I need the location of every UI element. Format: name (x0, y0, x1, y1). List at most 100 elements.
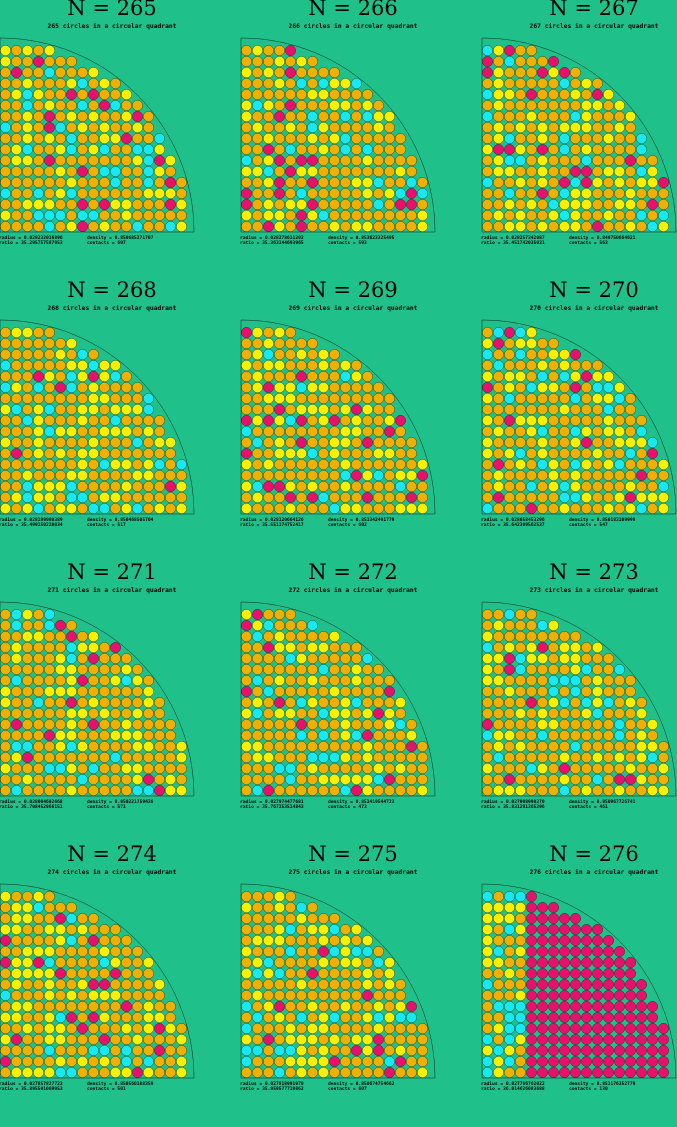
packed-disk (581, 144, 592, 155)
packed-disk (548, 188, 559, 199)
packed-disk (581, 78, 592, 89)
quadrant-figure (481, 37, 677, 233)
packed-disk (252, 957, 263, 968)
packed-disk (99, 763, 110, 774)
packed-disk (99, 774, 110, 785)
packed-disk (55, 459, 66, 470)
packed-disk (526, 67, 537, 78)
packed-disk (252, 774, 263, 785)
packed-disk (33, 382, 44, 393)
packed-disk (121, 968, 132, 979)
packed-disk (44, 1023, 55, 1034)
packed-disk (0, 891, 11, 902)
packed-disk (33, 327, 44, 338)
packed-disk (482, 1023, 493, 1034)
packed-disk (329, 752, 340, 763)
packed-disk (515, 177, 526, 188)
packed-disk (274, 199, 285, 210)
packed-disk (11, 913, 22, 924)
packed-disk (176, 199, 187, 210)
packed-disk (77, 155, 88, 166)
packed-disk (252, 188, 263, 199)
packed-disk (362, 653, 373, 664)
packed-disk (154, 459, 165, 470)
packed-disk (493, 935, 504, 946)
packed-disk (154, 437, 165, 448)
packed-disk (614, 393, 625, 404)
packed-disk (55, 349, 66, 360)
packed-disk (504, 763, 515, 774)
packed-disk (274, 459, 285, 470)
packed-disk (154, 1045, 165, 1056)
packed-disk (625, 979, 636, 990)
packed-disk (373, 393, 384, 404)
packed-disk (154, 415, 165, 426)
packed-disk (417, 221, 428, 232)
packed-disk (0, 774, 11, 785)
packed-disk (66, 1045, 77, 1056)
packed-disk (22, 979, 33, 990)
packed-disk (373, 979, 384, 990)
packed-disk (110, 393, 121, 404)
packed-disk (351, 492, 362, 503)
packed-disk (526, 45, 537, 56)
packed-disk (625, 481, 636, 492)
packed-disk (307, 620, 318, 631)
packed-disk (274, 481, 285, 492)
packed-disk (77, 1023, 88, 1034)
packed-disk (274, 360, 285, 371)
packed-disk (263, 631, 274, 642)
packed-disk (504, 891, 515, 902)
packed-disk (44, 708, 55, 719)
quadrant-figure (240, 883, 436, 1079)
packed-disk (373, 415, 384, 426)
packed-disk (329, 111, 340, 122)
packed-disk (417, 188, 428, 199)
ratio-value: ratio = 35.708452966151 (0, 805, 63, 811)
packed-disk (614, 210, 625, 221)
packed-disk (110, 957, 121, 968)
packed-disk (88, 404, 99, 415)
packed-disk (493, 968, 504, 979)
packed-disk (592, 979, 603, 990)
packed-disk (351, 100, 362, 111)
packed-disk (351, 1012, 362, 1023)
packed-disk (482, 957, 493, 968)
packed-disk (66, 653, 77, 664)
packed-disk (110, 697, 121, 708)
packed-disk (11, 1012, 22, 1023)
packed-disk (121, 935, 132, 946)
packed-disk (44, 631, 55, 642)
packed-disk (417, 177, 428, 188)
packed-disk (22, 349, 33, 360)
packed-disk (581, 752, 592, 763)
packed-disk (384, 686, 395, 697)
packed-disk (165, 730, 176, 741)
packed-disk (537, 199, 548, 210)
panel-n-title: N = 271 (67, 560, 157, 584)
packed-disk (581, 1045, 592, 1056)
packed-disk (165, 785, 176, 796)
packed-disk (493, 122, 504, 133)
packed-disk (99, 371, 110, 382)
packed-disk (592, 642, 603, 653)
packed-disk (99, 957, 110, 968)
packed-disk (406, 1023, 417, 1034)
packed-disk (537, 902, 548, 913)
packed-disk (559, 968, 570, 979)
packed-disk (537, 177, 548, 188)
packed-disk (121, 1067, 132, 1078)
packed-disk (274, 177, 285, 188)
packed-disk (526, 1056, 537, 1067)
packed-disk (515, 653, 526, 664)
packed-disk (548, 437, 559, 448)
packed-disk (0, 382, 11, 393)
packed-disk (362, 730, 373, 741)
packed-disk (154, 155, 165, 166)
packed-disk (384, 393, 395, 404)
packed-disk (263, 935, 274, 946)
packed-disk (537, 1067, 548, 1078)
packed-disk (99, 78, 110, 89)
packed-disk (548, 1067, 559, 1078)
packed-disk (33, 891, 44, 902)
